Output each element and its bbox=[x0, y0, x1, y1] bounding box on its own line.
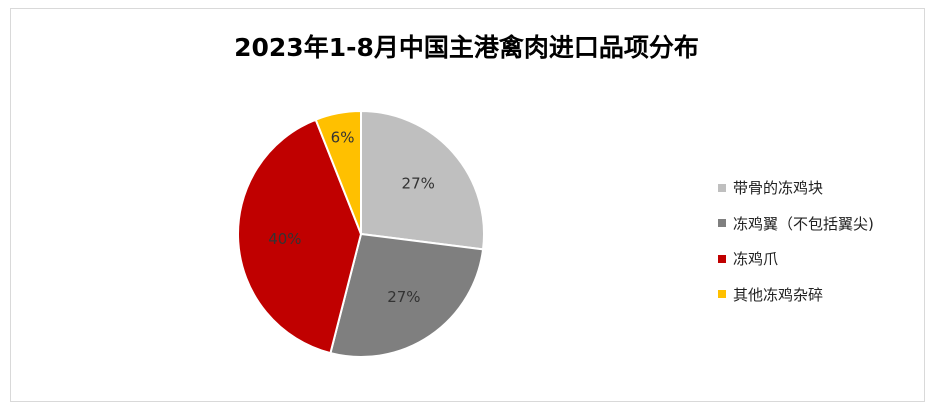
pie-slice bbox=[360, 109, 485, 251]
legend-label: 其他冻鸡杂碎 bbox=[733, 285, 824, 304]
legend-swatch bbox=[718, 219, 726, 228]
pie-slice bbox=[329, 232, 485, 358]
legend-label: 冻鸡爪 bbox=[733, 250, 779, 269]
pie-slice bbox=[237, 118, 363, 355]
data-label: 27% bbox=[387, 288, 420, 306]
legend-label: 带骨的冻鸡块 bbox=[733, 179, 824, 198]
legend-swatch bbox=[718, 254, 726, 263]
data-label: 27% bbox=[402, 175, 435, 193]
legend: 带骨的冻鸡块冻鸡翼（不包括翼尖) 冻鸡爪其他冻鸡杂碎 bbox=[718, 170, 874, 312]
data-label: 40% bbox=[268, 230, 301, 248]
legend-item: 冻鸡翼（不包括翼尖) bbox=[718, 206, 874, 242]
legend-item: 其他冻鸡杂碎 bbox=[718, 277, 874, 313]
chart-title: 2023年1-8月中国主港禽肉进口品项分布 bbox=[234, 33, 699, 62]
data-label: 6% bbox=[331, 128, 355, 146]
legend-label: 冻鸡翼（不包括翼尖) bbox=[733, 214, 874, 233]
pie-slice bbox=[314, 109, 362, 235]
legend-swatch bbox=[718, 183, 726, 192]
legend-item: 带骨的冻鸡块 bbox=[718, 170, 874, 206]
legend-swatch bbox=[718, 290, 726, 299]
legend-item: 冻鸡爪 bbox=[718, 241, 874, 277]
